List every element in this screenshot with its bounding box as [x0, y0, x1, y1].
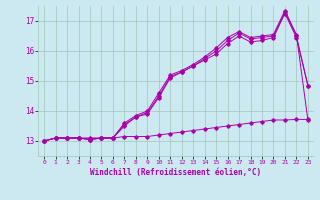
X-axis label: Windchill (Refroidissement éolien,°C): Windchill (Refroidissement éolien,°C) [91, 168, 261, 177]
